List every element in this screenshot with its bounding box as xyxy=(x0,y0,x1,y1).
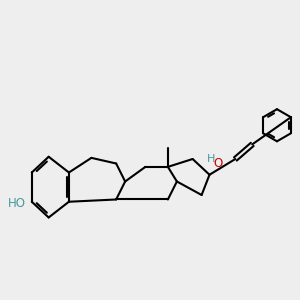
Text: O: O xyxy=(213,157,223,170)
Text: HO: HO xyxy=(8,197,26,210)
Text: H: H xyxy=(207,154,216,164)
